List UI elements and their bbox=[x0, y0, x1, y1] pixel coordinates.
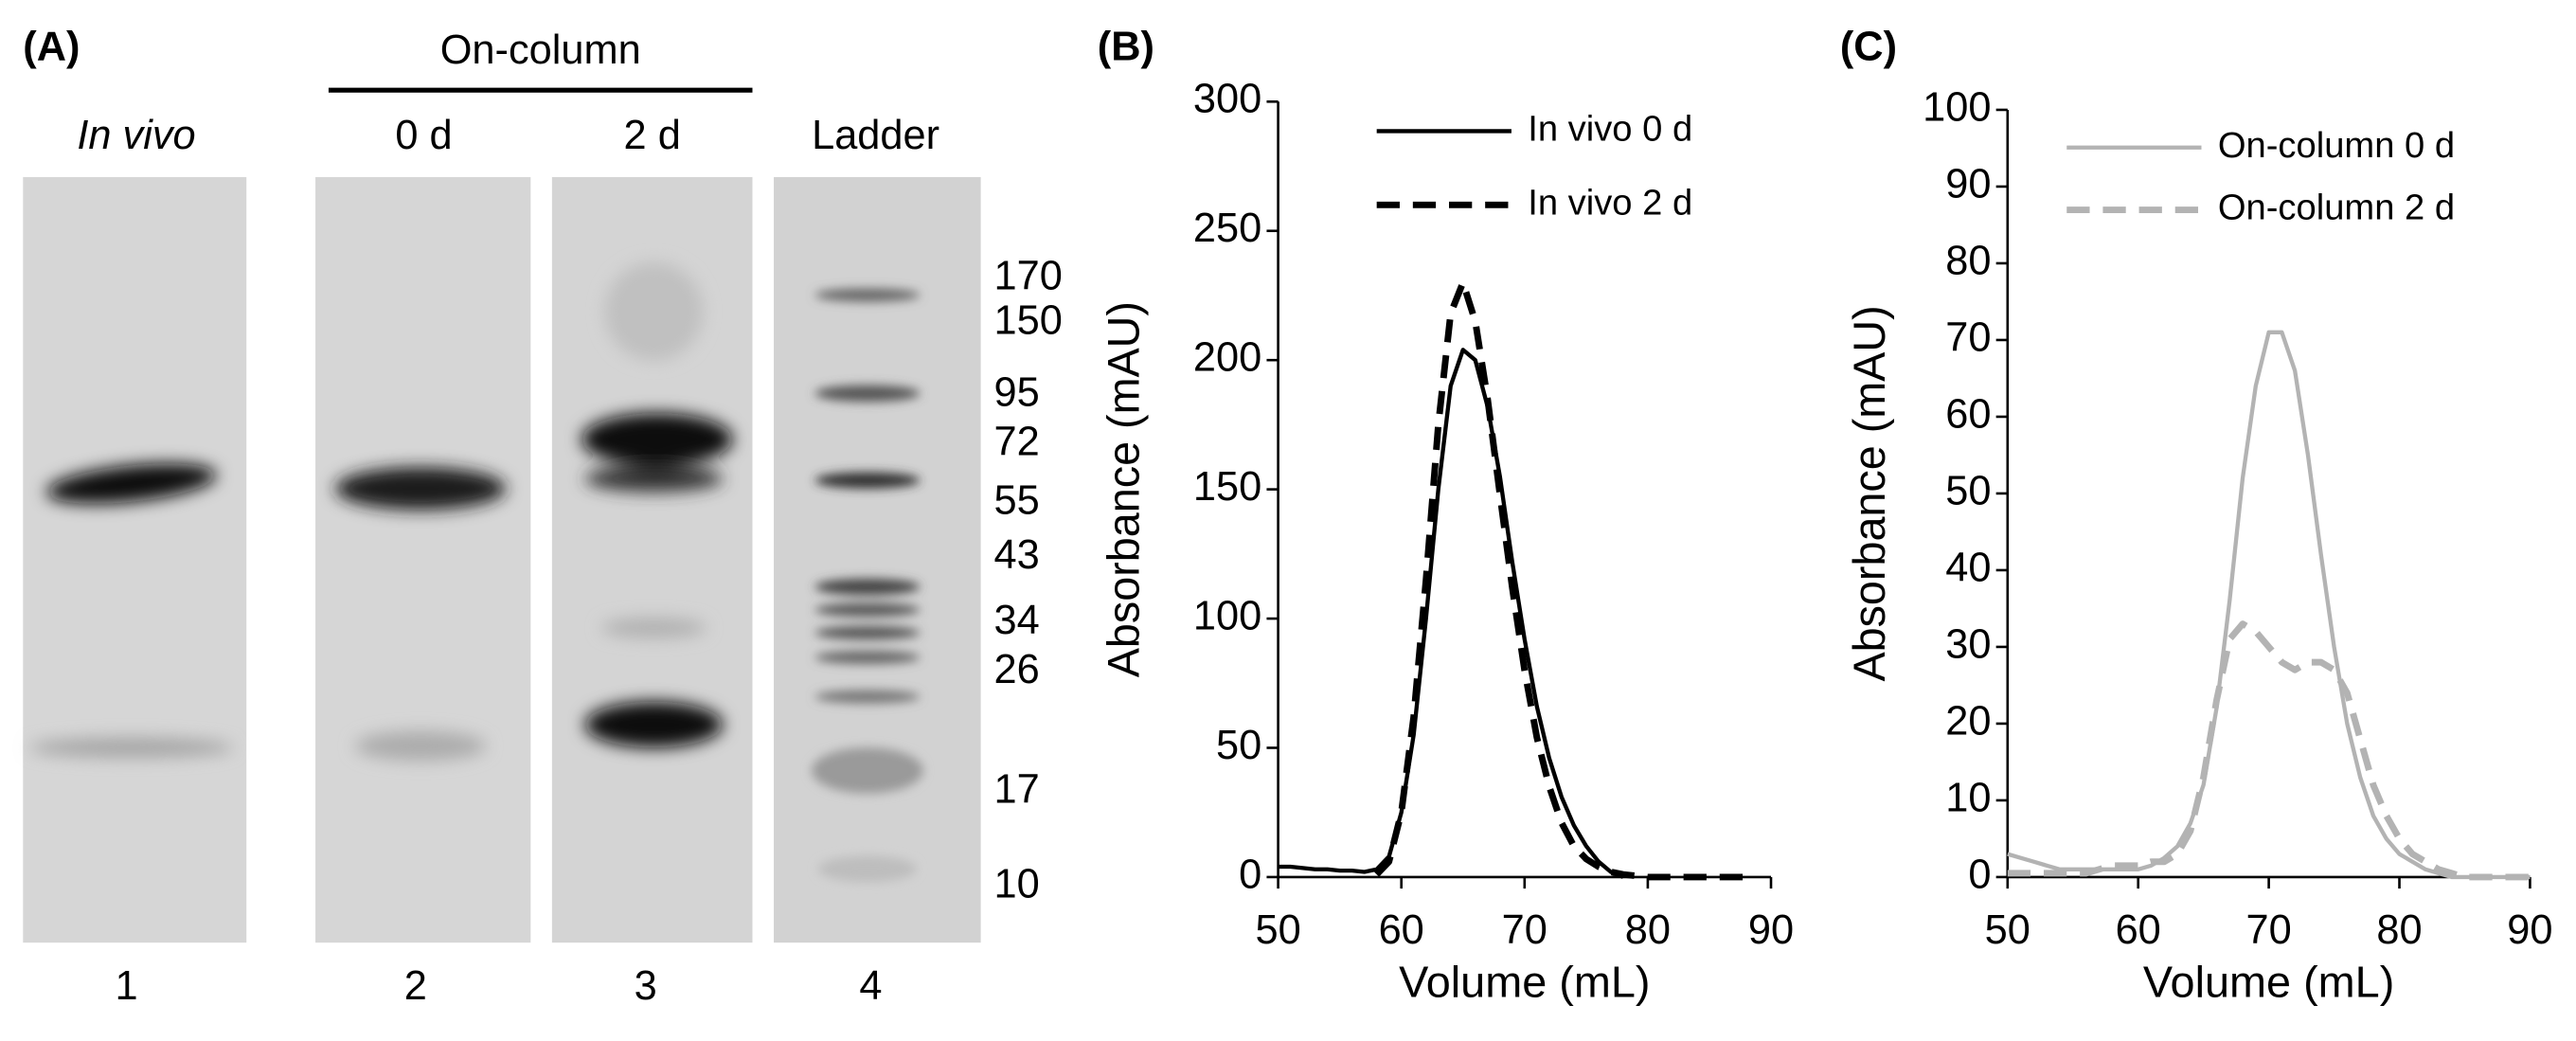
ladder-size-label: 34 bbox=[993, 598, 1039, 643]
ladder-size-label: 26 bbox=[993, 647, 1039, 692]
gel-panel: (A) On-column In vivo 0 d 2 d Ladder bbox=[23, 24, 1063, 1009]
x-tick-label: 60 bbox=[2116, 907, 2161, 953]
x-axis-label: Volume (mL) bbox=[2143, 958, 2394, 1007]
x-axis-label: Volume (mL) bbox=[1399, 958, 1650, 1007]
lane-number: 2 bbox=[404, 963, 427, 1009]
y-tick-label: 50 bbox=[1216, 723, 1261, 768]
gel-lane bbox=[315, 176, 531, 943]
ladder-size-label: 17 bbox=[993, 766, 1039, 812]
lane-label: Ladder bbox=[812, 113, 939, 158]
ladder-size-label: 43 bbox=[993, 532, 1039, 578]
gel-lane bbox=[23, 176, 247, 943]
y-tick-label: 150 bbox=[1193, 464, 1261, 510]
lane-label: 0 d bbox=[395, 113, 452, 158]
data-line bbox=[1278, 348, 1624, 879]
ladder-bands bbox=[811, 288, 923, 883]
y-tick-label: 90 bbox=[1945, 161, 1991, 206]
legend-label: On-column 2 d bbox=[2218, 188, 2455, 228]
ladder-size-label: 55 bbox=[993, 478, 1039, 524]
y-tick-label: 100 bbox=[1193, 594, 1261, 639]
x-tick-label: 60 bbox=[1379, 907, 1424, 953]
y-tick-label: 250 bbox=[1193, 206, 1261, 251]
panel-label: (B) bbox=[1098, 24, 1154, 69]
y-tick-label: 60 bbox=[1945, 391, 1991, 437]
ladder-size-label: 170 bbox=[993, 254, 1062, 299]
lane-number: 4 bbox=[859, 963, 882, 1009]
chart: (C) 0 10 20 30 40 50 60 70 80 90 100 50 60 70 80 90 Volum… bbox=[1840, 24, 2553, 1006]
gel-bands bbox=[29, 261, 733, 762]
data-line bbox=[2007, 330, 2531, 880]
lane-number: 3 bbox=[635, 963, 657, 1009]
legend-label: On-column 0 d bbox=[2218, 126, 2455, 166]
y-tick-label: 10 bbox=[1945, 775, 1991, 820]
legend-label: In vivo 0 d bbox=[1528, 110, 1692, 150]
x-tick-label: 80 bbox=[2376, 907, 2422, 953]
y-tick-label: 70 bbox=[1945, 314, 1991, 360]
y-tick-label: 200 bbox=[1193, 335, 1261, 381]
panel-label: (A) bbox=[23, 24, 80, 69]
x-tick-label: 90 bbox=[1748, 907, 1794, 953]
gel-lane bbox=[774, 176, 981, 943]
y-tick-label: 0 bbox=[1239, 852, 1261, 897]
group-label: On-column bbox=[440, 27, 641, 73]
panel-label: (C) bbox=[1840, 24, 1897, 69]
y-tick-label: 100 bbox=[1923, 84, 1991, 130]
y-tick-label: 40 bbox=[1945, 545, 1991, 590]
chart: (B) 0 50 100 150 200 250 300 50 60 70 80 90 Volume (m… bbox=[1098, 24, 1794, 1006]
y-axis-label: Absorbance (mAU) bbox=[1845, 305, 1894, 681]
lane-label: 2 d bbox=[624, 113, 681, 158]
ladder-size-label: 95 bbox=[993, 370, 1039, 416]
data-line bbox=[2007, 620, 2531, 881]
x-tick-label: 70 bbox=[1502, 907, 1547, 953]
y-tick-label: 300 bbox=[1193, 77, 1261, 122]
x-tick-label: 80 bbox=[1625, 907, 1671, 953]
y-tick-label: 0 bbox=[1968, 852, 1991, 897]
data-line bbox=[1374, 278, 1746, 881]
ladder-size-label: 72 bbox=[993, 419, 1039, 464]
x-tick-label: 50 bbox=[1985, 907, 2030, 953]
y-tick-label: 30 bbox=[1945, 621, 1991, 667]
x-tick-label: 90 bbox=[2507, 907, 2552, 953]
ladder-size-label: 10 bbox=[993, 862, 1039, 907]
y-axis-label: Absorbance (mAU) bbox=[1099, 301, 1148, 677]
lane-number: 1 bbox=[116, 963, 138, 1009]
x-tick-label: 50 bbox=[1255, 907, 1300, 953]
x-tick-label: 70 bbox=[2245, 907, 2291, 953]
lane-label: In vivo bbox=[77, 113, 195, 158]
y-tick-label: 80 bbox=[1945, 238, 1991, 283]
y-tick-label: 50 bbox=[1945, 468, 1991, 513]
y-tick-label: 20 bbox=[1945, 698, 1991, 744]
legend-label: In vivo 2 d bbox=[1528, 183, 1692, 223]
ladder-size-label: 150 bbox=[993, 297, 1062, 343]
